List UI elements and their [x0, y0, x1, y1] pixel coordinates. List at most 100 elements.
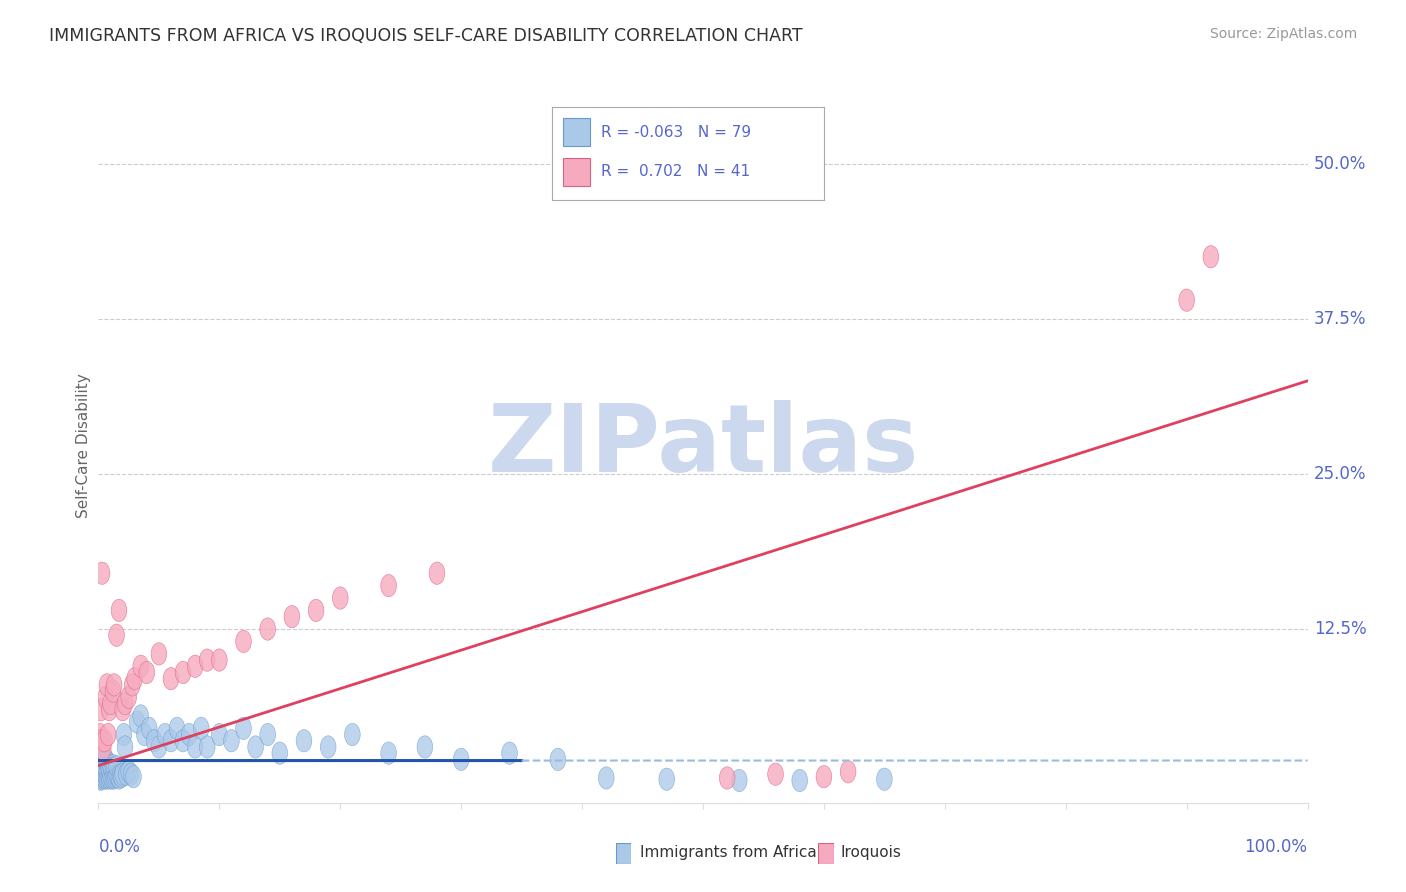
Ellipse shape — [93, 763, 108, 786]
Ellipse shape — [247, 736, 263, 758]
Ellipse shape — [768, 763, 783, 786]
Ellipse shape — [187, 655, 202, 677]
Text: 37.5%: 37.5% — [1313, 310, 1367, 327]
Ellipse shape — [96, 765, 111, 788]
Ellipse shape — [100, 723, 115, 746]
Ellipse shape — [108, 624, 124, 647]
Ellipse shape — [98, 673, 115, 696]
Ellipse shape — [107, 673, 122, 696]
Ellipse shape — [107, 757, 122, 780]
Ellipse shape — [150, 643, 167, 665]
Ellipse shape — [98, 748, 114, 771]
Ellipse shape — [146, 730, 162, 752]
Ellipse shape — [96, 758, 111, 780]
Ellipse shape — [271, 742, 288, 764]
Ellipse shape — [98, 758, 114, 780]
Ellipse shape — [101, 758, 117, 780]
Ellipse shape — [502, 742, 517, 764]
Ellipse shape — [124, 763, 139, 786]
Ellipse shape — [142, 717, 157, 739]
Text: ZIPatlas: ZIPatlas — [488, 400, 918, 492]
Ellipse shape — [91, 761, 107, 783]
Text: Source: ZipAtlas.com: Source: ZipAtlas.com — [1209, 27, 1357, 41]
Ellipse shape — [211, 723, 228, 746]
Ellipse shape — [117, 736, 134, 758]
Ellipse shape — [163, 730, 179, 752]
Ellipse shape — [93, 768, 108, 790]
Text: Iroquois: Iroquois — [841, 846, 901, 860]
Ellipse shape — [111, 767, 127, 789]
Ellipse shape — [297, 730, 312, 752]
Ellipse shape — [103, 692, 118, 714]
Ellipse shape — [284, 606, 299, 628]
Ellipse shape — [94, 751, 110, 773]
Ellipse shape — [105, 680, 121, 702]
Ellipse shape — [101, 767, 117, 789]
Ellipse shape — [98, 767, 115, 789]
Ellipse shape — [176, 730, 191, 752]
Ellipse shape — [550, 748, 565, 771]
Ellipse shape — [599, 767, 614, 789]
Ellipse shape — [110, 765, 125, 788]
Ellipse shape — [98, 765, 114, 788]
Ellipse shape — [187, 736, 202, 758]
Ellipse shape — [236, 717, 252, 739]
Ellipse shape — [117, 692, 134, 714]
Ellipse shape — [308, 599, 323, 622]
Ellipse shape — [731, 769, 747, 791]
Ellipse shape — [260, 618, 276, 640]
Ellipse shape — [98, 761, 115, 783]
Y-axis label: Self-Care Disability: Self-Care Disability — [76, 374, 91, 518]
Ellipse shape — [107, 765, 124, 788]
Ellipse shape — [876, 768, 893, 790]
Ellipse shape — [200, 648, 215, 672]
Ellipse shape — [108, 756, 124, 778]
Ellipse shape — [134, 655, 149, 677]
Text: 25.0%: 25.0% — [1313, 465, 1367, 483]
Ellipse shape — [1204, 245, 1219, 268]
Ellipse shape — [118, 763, 134, 786]
Ellipse shape — [93, 730, 108, 752]
Ellipse shape — [103, 765, 118, 788]
Ellipse shape — [98, 686, 114, 708]
Text: Immigrants from Africa: Immigrants from Africa — [640, 846, 817, 860]
Ellipse shape — [1178, 289, 1195, 311]
Ellipse shape — [100, 765, 115, 788]
Ellipse shape — [112, 764, 128, 787]
Ellipse shape — [194, 717, 209, 739]
Ellipse shape — [94, 761, 110, 783]
Ellipse shape — [107, 767, 122, 789]
Ellipse shape — [121, 686, 136, 708]
Ellipse shape — [453, 748, 470, 771]
Ellipse shape — [129, 711, 145, 733]
Ellipse shape — [381, 742, 396, 764]
Ellipse shape — [236, 631, 252, 653]
Ellipse shape — [134, 705, 149, 727]
Ellipse shape — [127, 667, 142, 690]
Ellipse shape — [124, 673, 141, 696]
Ellipse shape — [815, 765, 832, 788]
Ellipse shape — [97, 767, 112, 789]
Ellipse shape — [720, 767, 735, 789]
Ellipse shape — [94, 767, 110, 789]
Ellipse shape — [104, 767, 120, 789]
Ellipse shape — [260, 723, 276, 746]
Ellipse shape — [139, 661, 155, 683]
Ellipse shape — [115, 723, 132, 746]
Ellipse shape — [96, 748, 111, 771]
Text: 0.0%: 0.0% — [98, 838, 141, 856]
Ellipse shape — [111, 599, 127, 622]
Ellipse shape — [169, 717, 184, 739]
Ellipse shape — [98, 751, 115, 773]
Ellipse shape — [108, 764, 124, 787]
Ellipse shape — [97, 753, 112, 775]
Ellipse shape — [103, 755, 118, 777]
Ellipse shape — [114, 765, 129, 788]
Text: IMMIGRANTS FROM AFRICA VS IROQUOIS SELF-CARE DISABILITY CORRELATION CHART: IMMIGRANTS FROM AFRICA VS IROQUOIS SELF-… — [49, 27, 803, 45]
Ellipse shape — [181, 723, 197, 746]
Text: 50.0%: 50.0% — [1313, 154, 1367, 173]
Ellipse shape — [659, 768, 675, 790]
Text: 12.5%: 12.5% — [1313, 620, 1367, 638]
Ellipse shape — [176, 661, 191, 683]
Ellipse shape — [332, 587, 349, 609]
